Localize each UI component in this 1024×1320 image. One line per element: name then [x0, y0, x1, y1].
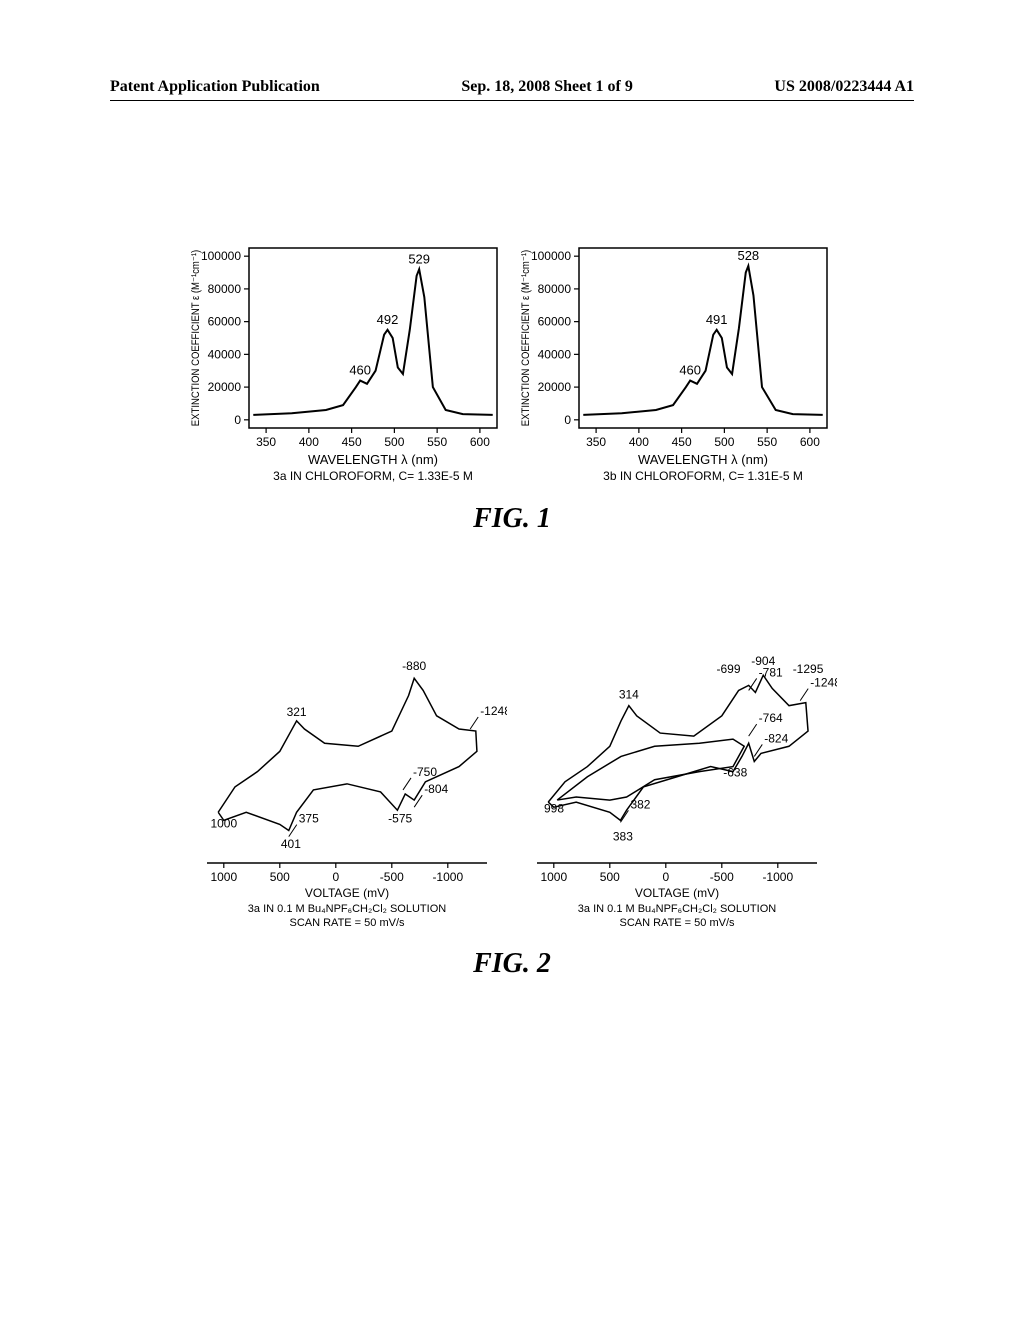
svg-text:500: 500: [600, 870, 620, 884]
svg-text:998: 998: [544, 801, 564, 815]
svg-text:491: 491: [706, 312, 728, 327]
svg-text:450: 450: [672, 435, 692, 449]
svg-text:SCAN RATE = 50 mV/s: SCAN RATE = 50 mV/s: [619, 917, 735, 929]
figure-1-row: 0 20000 40000 60000 80000 100000 350 400 450 500 5…: [187, 230, 837, 495]
svg-text:-1000: -1000: [432, 870, 463, 884]
svg-text:WAVELENGTH λ (nm): WAVELENGTH λ (nm): [638, 452, 768, 467]
svg-text:100000: 100000: [531, 249, 571, 263]
svg-text:SCAN RATE = 50 mV/s: SCAN RATE = 50 mV/s: [289, 917, 405, 929]
svg-text:20000: 20000: [208, 380, 242, 394]
svg-text:3a IN CHLOROFORM, C= 1.33E-5 M: 3a IN CHLOROFORM, C= 1.33E-5 M: [273, 469, 473, 483]
svg-text:40000: 40000: [208, 347, 242, 361]
svg-text:-699: -699: [717, 662, 741, 676]
svg-text:-1000: -1000: [762, 870, 793, 884]
svg-text:-750: -750: [413, 765, 437, 779]
page: Patent Application Publication Sep. 18, …: [0, 0, 1024, 1320]
svg-text:3a IN 0.1 M Bu₄NPF₆CH₂Cl₂ SOLU: 3a IN 0.1 M Bu₄NPF₆CH₂Cl₂ SOLUTION: [248, 903, 446, 915]
svg-text:350: 350: [586, 435, 606, 449]
svg-text:321: 321: [287, 705, 307, 719]
svg-text:VOLTAGE (mV): VOLTAGE (mV): [305, 886, 389, 900]
svg-text:1000: 1000: [210, 816, 237, 830]
svg-text:0: 0: [662, 870, 669, 884]
header-center: Sep. 18, 2008 Sheet 1 of 9: [461, 78, 633, 96]
svg-text:500: 500: [384, 435, 404, 449]
figure-2: 1000 500 0 -500 -1000 -880 321 -1248 -750 -804 -57…: [187, 645, 837, 980]
svg-text:375: 375: [299, 812, 319, 826]
svg-text:20000: 20000: [538, 380, 572, 394]
figure-2-row: 1000 500 0 -500 -1000 -880 321 -1248 -750 -804 -57…: [187, 645, 837, 940]
spectrum-panel: 0 20000 40000 60000 80000 100000 350 400 450 500 5…: [517, 230, 837, 495]
svg-text:80000: 80000: [208, 282, 242, 296]
svg-text:3a IN 0.1 M Bu₄NPF₆CH₂Cl₂ SOLU: 3a IN 0.1 M Bu₄NPF₆CH₂Cl₂ SOLUTION: [578, 903, 776, 915]
svg-text:3b IN CHLOROFORM, C= 1.31E-5 M: 3b IN CHLOROFORM, C= 1.31E-5 M: [603, 469, 803, 483]
svg-text:-1295: -1295: [793, 662, 824, 676]
svg-text:350: 350: [256, 435, 276, 449]
svg-text:-575: -575: [388, 811, 412, 825]
svg-text:460: 460: [679, 363, 701, 378]
svg-text:0: 0: [564, 413, 571, 427]
cv-panel: 10005000-500-1000-904-699-1295-781314-12…: [517, 645, 837, 940]
svg-text:600: 600: [800, 435, 820, 449]
svg-text:529: 529: [408, 251, 430, 266]
spectrum-chart: 0 20000 40000 60000 80000 100000 350 400 450 500 5…: [517, 230, 837, 490]
spectrum-panel: 0 20000 40000 60000 80000 100000 350 400 450 500 5…: [187, 230, 507, 495]
svg-text:492: 492: [377, 312, 399, 327]
svg-text:-500: -500: [380, 870, 404, 884]
svg-text:500: 500: [270, 870, 290, 884]
svg-text:VOLTAGE (mV): VOLTAGE (mV): [635, 886, 719, 900]
svg-text:401: 401: [281, 837, 301, 851]
header-left: Patent Application Publication: [110, 78, 320, 96]
svg-text:-781: -781: [759, 665, 783, 679]
svg-text:1000: 1000: [540, 870, 567, 884]
figure-1-label: FIG. 1: [187, 503, 837, 535]
cv-chart: 1000 500 0 -500 -1000 -880 321 -1248 -750 -804 -57…: [187, 645, 507, 935]
svg-text:382: 382: [630, 797, 650, 811]
svg-text:0: 0: [234, 413, 241, 427]
figure-1: 0 20000 40000 60000 80000 100000 350 400 450 500 5…: [187, 230, 837, 535]
cv-chart: 10005000-500-1000-904-699-1295-781314-12…: [517, 645, 837, 935]
svg-text:528: 528: [737, 248, 759, 263]
page-header: Patent Application Publication Sep. 18, …: [110, 78, 914, 101]
svg-text:-804: -804: [424, 782, 448, 796]
svg-text:-764: -764: [759, 711, 783, 725]
svg-text:460: 460: [349, 363, 371, 378]
svg-text:500: 500: [714, 435, 734, 449]
svg-text:0: 0: [332, 870, 339, 884]
svg-text:WAVELENGTH λ (nm): WAVELENGTH λ (nm): [308, 452, 438, 467]
cv-panel: 1000 500 0 -500 -1000 -880 321 -1248 -750 -804 -57…: [187, 645, 507, 940]
svg-text:EXTINCTION COEFFICIENT ε (M⁻¹c: EXTINCTION COEFFICIENT ε (M⁻¹cm⁻¹): [190, 250, 202, 426]
svg-text:-1248: -1248: [480, 704, 507, 718]
spectrum-chart: 0 20000 40000 60000 80000 100000 350 400 450 500 5…: [187, 230, 507, 490]
svg-text:40000: 40000: [538, 347, 572, 361]
svg-text:60000: 60000: [538, 315, 572, 329]
header-right: US 2008/0223444 A1: [774, 78, 914, 96]
svg-text:400: 400: [629, 435, 649, 449]
svg-text:550: 550: [427, 435, 447, 449]
svg-text:1000: 1000: [210, 870, 237, 884]
svg-text:400: 400: [299, 435, 319, 449]
svg-text:60000: 60000: [208, 315, 242, 329]
svg-text:450: 450: [342, 435, 362, 449]
svg-text:-880: -880: [402, 659, 426, 673]
svg-text:-824: -824: [764, 731, 788, 745]
svg-text:-1248: -1248: [810, 676, 837, 690]
svg-text:EXTINCTION COEFFICIENT ε (M⁻¹c: EXTINCTION COEFFICIENT ε (M⁻¹cm⁻¹): [520, 250, 532, 426]
svg-text:100000: 100000: [201, 249, 241, 263]
svg-text:314: 314: [619, 688, 639, 702]
svg-text:80000: 80000: [538, 282, 572, 296]
svg-text:550: 550: [757, 435, 777, 449]
svg-text:-638: -638: [723, 766, 747, 780]
figure-2-label: FIG. 2: [187, 948, 837, 980]
svg-text:383: 383: [613, 830, 633, 844]
svg-text:600: 600: [470, 435, 490, 449]
svg-text:-500: -500: [710, 870, 734, 884]
